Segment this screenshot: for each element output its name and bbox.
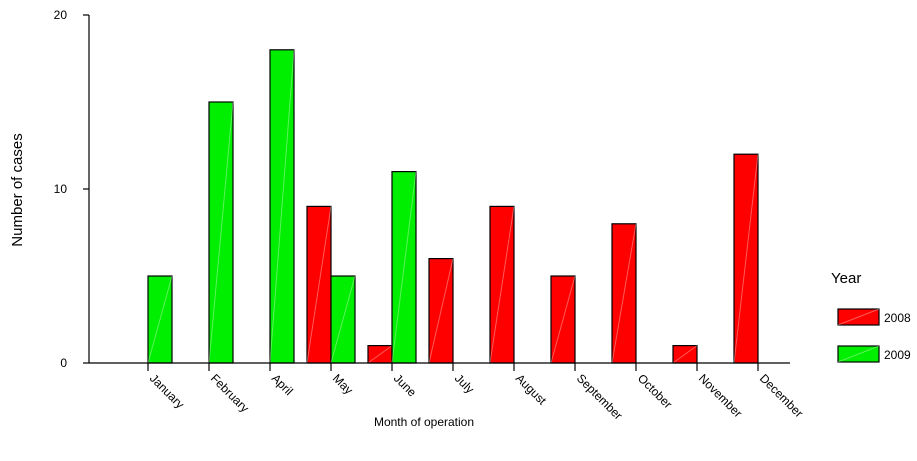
bar-2009-january bbox=[147, 275, 173, 364]
legend-label-2009: 2009 bbox=[884, 348, 911, 362]
x-tick-label-august: August bbox=[513, 371, 550, 408]
legend-label-2008: 2008 bbox=[884, 311, 911, 325]
bar-2008-july bbox=[428, 258, 454, 364]
bar-shading-2008-august bbox=[489, 206, 515, 364]
bar-2009-april bbox=[269, 49, 295, 364]
legend-title: Year bbox=[831, 270, 861, 287]
bar-shading-2008-december bbox=[733, 154, 759, 364]
x-axis-title: Month of operation bbox=[374, 415, 474, 429]
bar-shading-2008-september bbox=[550, 275, 576, 364]
y-tick-label: 10 bbox=[54, 182, 68, 196]
y-tick-label: 20 bbox=[54, 8, 68, 22]
bar-2009-february bbox=[208, 101, 234, 364]
bar-2008-september bbox=[550, 275, 576, 364]
x-tick-label-september: September bbox=[574, 371, 625, 422]
bar-shading-2009-june bbox=[391, 171, 417, 364]
x-tick-label-april: April bbox=[269, 371, 296, 398]
legend-swatch-shading-2008 bbox=[837, 308, 880, 326]
bar-2008-december bbox=[733, 153, 759, 364]
bar-shading-2008-november bbox=[672, 345, 698, 364]
bar-shading-2008-october bbox=[611, 223, 637, 364]
bar-shading-2008-july bbox=[428, 258, 454, 364]
legend: Year 2008 2009 bbox=[831, 270, 911, 363]
bar-shading-2009-may bbox=[330, 275, 356, 364]
x-tick-label-november: November bbox=[696, 371, 745, 420]
x-tick-label-july: July bbox=[452, 371, 477, 396]
legend-swatch-2008 bbox=[837, 308, 880, 326]
bar-2009-may bbox=[330, 275, 356, 364]
x-tick-label-june: June bbox=[391, 371, 420, 400]
y-ticks-group: 0 10 20 bbox=[54, 8, 89, 370]
bar-shading-2009-february bbox=[208, 101, 234, 364]
x-tick-label-october: October bbox=[635, 371, 675, 411]
bar-2008-august bbox=[489, 205, 515, 364]
y-tick-label: 0 bbox=[60, 356, 67, 370]
x-tick-label-january: January bbox=[147, 371, 187, 411]
bar-shading-2009-april bbox=[269, 49, 295, 364]
x-ticks-group: January February April May June July August Sep… bbox=[147, 363, 806, 423]
bar-shading-2009-january bbox=[147, 275, 173, 364]
x-tick-label-may: May bbox=[330, 371, 356, 397]
bar-shading-2008-may bbox=[306, 206, 332, 364]
y-axis-title: Number of cases bbox=[9, 133, 26, 246]
x-tick-label-december: December bbox=[757, 371, 806, 420]
legend-swatch-shading-2009 bbox=[837, 345, 880, 363]
legend-swatch-2009 bbox=[837, 345, 880, 363]
bars-group bbox=[147, 49, 759, 364]
x-tick-label-february: February bbox=[208, 371, 252, 415]
bar-shading-2008-june bbox=[367, 345, 393, 364]
